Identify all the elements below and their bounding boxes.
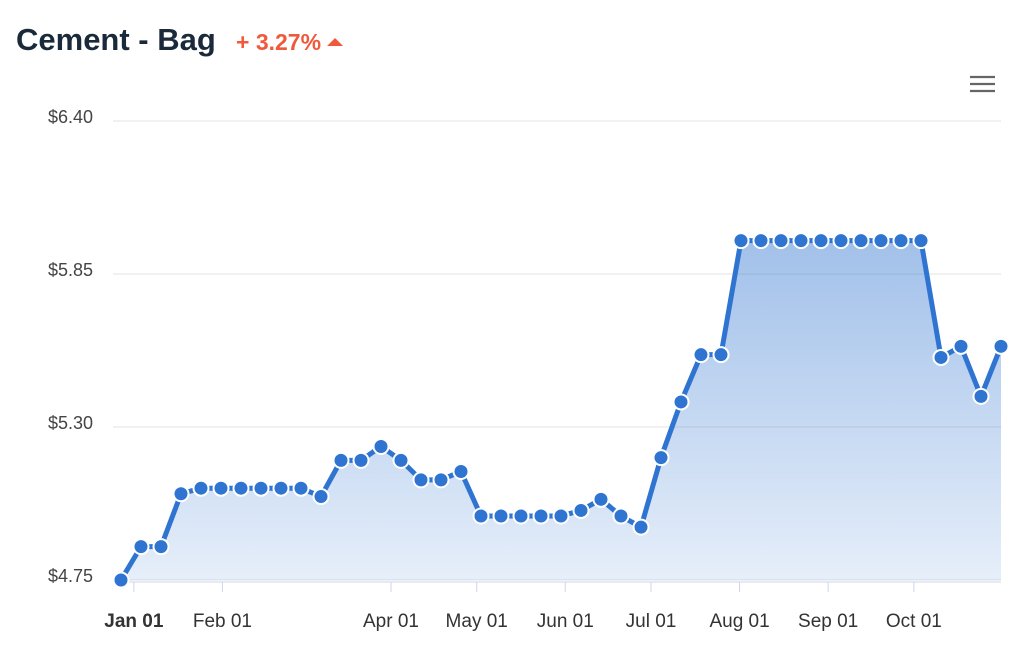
point: [832, 232, 850, 250]
point: [732, 232, 750, 250]
point: [352, 451, 370, 469]
point: [232, 479, 250, 497]
x-tick-label: Sep 01: [798, 611, 858, 632]
point: [512, 507, 530, 525]
up-arrow: [327, 38, 344, 46]
point: [192, 479, 210, 497]
point: [612, 507, 630, 525]
point: [532, 507, 550, 525]
x-tick-label: Feb 01: [193, 611, 252, 632]
point: [272, 479, 290, 497]
menu-button[interactable]: [970, 75, 995, 93]
point: [472, 507, 490, 525]
x-tick-label: Oct 01: [886, 611, 942, 632]
point: [212, 479, 230, 497]
point: [632, 518, 650, 536]
point: [112, 571, 130, 589]
point: [692, 346, 710, 364]
y-tick-label: $6.40: [48, 107, 93, 127]
point: [672, 393, 690, 411]
point: [592, 490, 610, 508]
point: [152, 538, 170, 556]
x-tick-label: Jan 01: [104, 611, 164, 632]
y-tick-label: $4.75: [48, 566, 93, 586]
change-label: + 3.27%: [236, 29, 321, 55]
point: [752, 232, 770, 250]
y-tick-label: $5.85: [48, 260, 93, 280]
y-tick-label: $5.30: [48, 413, 93, 433]
point: [392, 451, 410, 469]
point: [172, 485, 190, 503]
point: [252, 479, 270, 497]
point: [132, 538, 150, 556]
point: [772, 232, 790, 250]
point: [292, 479, 310, 497]
point: [312, 488, 330, 506]
point: [552, 507, 570, 525]
point: [372, 437, 390, 455]
point: [712, 346, 730, 364]
area-fill: [121, 240, 1001, 581]
point: [332, 451, 350, 469]
x-tick-label: May 01: [446, 611, 508, 632]
x-tick-label: Jul 01: [626, 611, 677, 632]
x-tick-label: Apr 01: [363, 611, 419, 632]
point: [872, 232, 890, 250]
point: [912, 232, 930, 250]
x-tick-label: Aug 01: [709, 611, 769, 632]
point: [952, 337, 970, 355]
chart-title: Cement - Bag: [16, 22, 216, 57]
point: [492, 507, 510, 525]
point: [452, 463, 470, 481]
point: [932, 348, 950, 366]
point: [992, 337, 1010, 355]
point: [972, 387, 990, 405]
point: [852, 232, 870, 250]
point: [892, 232, 910, 250]
x-tick-label: Jun 01: [537, 611, 594, 632]
point: [412, 471, 430, 489]
point: [812, 232, 830, 250]
point: [572, 501, 590, 519]
point: [432, 471, 450, 489]
point: [652, 449, 670, 467]
point: [792, 232, 810, 250]
